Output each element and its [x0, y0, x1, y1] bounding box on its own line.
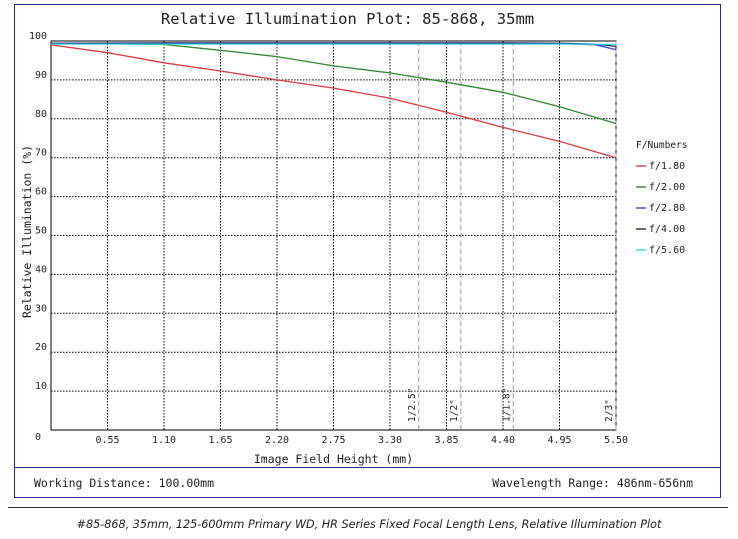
x-tick-label: 2.75 [321, 435, 345, 446]
y-tick-label: 30 [35, 303, 47, 314]
figure-caption: #85-868, 35mm, 125-600mm Primary WD, HR … [76, 518, 662, 531]
y-axis-label: Relative Illumination (%) [20, 145, 34, 318]
sensor-marker-label: 2/3" [604, 399, 615, 422]
x-tick-label: 3.30 [378, 435, 402, 446]
x-tick-label: 4.40 [491, 435, 515, 446]
y-tick-label: 90 [35, 70, 47, 81]
y-tick-label: 100 [29, 31, 47, 42]
x-axis-label: Image Field Height (mm) [254, 452, 413, 466]
y-tick-label: 50 [35, 226, 47, 237]
legend-label: f/2.80 [649, 203, 685, 214]
x-tick-label: 3.85 [434, 435, 458, 446]
relative-illumination-chart: Relative Illumination Plot: 85-868, 35mm… [20, 10, 687, 466]
chart-title: Relative Illumination Plot: 85-868, 35mm [161, 10, 534, 28]
footer-divider [14, 467, 721, 468]
plot-frame [14, 4, 721, 498]
x-tick-label: 0.55 [95, 435, 119, 446]
wavelength-range-label: Wavelength Range: 486nm-656nm [492, 476, 693, 490]
x-tick-label: 5.50 [604, 435, 628, 446]
origin-label: 0 [35, 432, 41, 443]
x-tick-label: 1.10 [152, 435, 176, 446]
sensor-marker-label: 1/2" [449, 399, 460, 422]
working-distance-label: Working Distance: 100.00mm [34, 476, 215, 490]
y-tick-label: 20 [35, 342, 47, 353]
sensor-marker-label: 1/1.8" [501, 388, 512, 422]
y-tick-label: 10 [35, 381, 47, 392]
legend-label: f/4.00 [649, 224, 685, 235]
legend-label: f/2.00 [649, 182, 685, 193]
sensor-marker-label: 1/2.5" [407, 388, 418, 422]
x-tick-label: 2.20 [265, 435, 289, 446]
y-tick-label: 60 [35, 187, 47, 198]
y-tick-label: 70 [35, 148, 47, 159]
x-tick-label: 1.65 [208, 435, 232, 446]
legend-label: f/1.80 [649, 161, 685, 172]
legend-label: f/5.60 [649, 245, 685, 256]
y-tick-label: 40 [35, 264, 47, 275]
series-line-f180 [50, 44, 617, 159]
caption-separator [8, 507, 728, 508]
legend-title: F/Numbers [636, 140, 687, 151]
x-tick-label: 4.95 [547, 435, 571, 446]
y-tick-label: 80 [35, 109, 47, 120]
